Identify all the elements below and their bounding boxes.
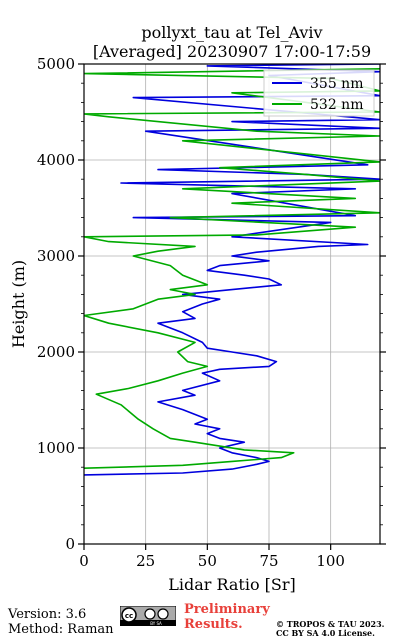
legend-label-532nm: 532 nm xyxy=(310,97,363,113)
chart-title: pollyxt_tau at Tel_Aviv xyxy=(141,23,323,42)
y-tick-label: 2000 xyxy=(37,343,75,361)
x-tick-label: 50 xyxy=(198,552,217,570)
series-line-355nm xyxy=(84,64,380,476)
legend-box xyxy=(263,69,375,117)
y-tick-label: 0 xyxy=(65,535,75,553)
chart-subtitle: [Averaged] 20230907 17:00-17:59 xyxy=(92,42,372,61)
y-tick-label: 5000 xyxy=(37,55,75,73)
copyright-notice: © TROPOS & TAU 2023. CC BY SA 4.0 Licens… xyxy=(276,620,384,638)
plot-frame xyxy=(83,63,381,545)
legend: 355 nm 532 nm xyxy=(263,69,375,117)
grid xyxy=(83,63,380,545)
x-tick-label: 0 xyxy=(79,552,89,570)
version-label: Version: 3.6 xyxy=(8,607,87,622)
preliminary-line-2: Results. xyxy=(184,617,243,632)
series-layer xyxy=(84,64,380,476)
y-tick-label: 3000 xyxy=(37,247,75,265)
preliminary-notice: Preliminary Results. xyxy=(184,602,270,632)
series-line-532nm xyxy=(84,68,380,469)
x-tick-label: 25 xyxy=(136,552,155,570)
cc-by-sa-icon: cc BY SA xyxy=(120,606,176,626)
y-tick-label: 4000 xyxy=(37,151,75,169)
preliminary-line-1: Preliminary xyxy=(184,602,270,617)
svg-text:cc: cc xyxy=(125,612,133,620)
x-tick-label: 75 xyxy=(259,552,278,570)
y-axis-label: Height (m) xyxy=(9,260,28,348)
x-tick-label: 100 xyxy=(316,552,345,570)
x-axis-label: Lidar Ratio [Sr] xyxy=(168,575,296,594)
y-tick-label: 1000 xyxy=(37,439,75,457)
method-label: Method: Raman xyxy=(8,622,114,637)
copyright-line-2: CC BY SA 4.0 License. xyxy=(276,628,375,638)
legend-label-355nm: 355 nm xyxy=(310,76,363,92)
copyright-line-1: © TROPOS & TAU 2023. xyxy=(276,619,385,629)
license-logo-text: BY SA xyxy=(150,621,162,626)
